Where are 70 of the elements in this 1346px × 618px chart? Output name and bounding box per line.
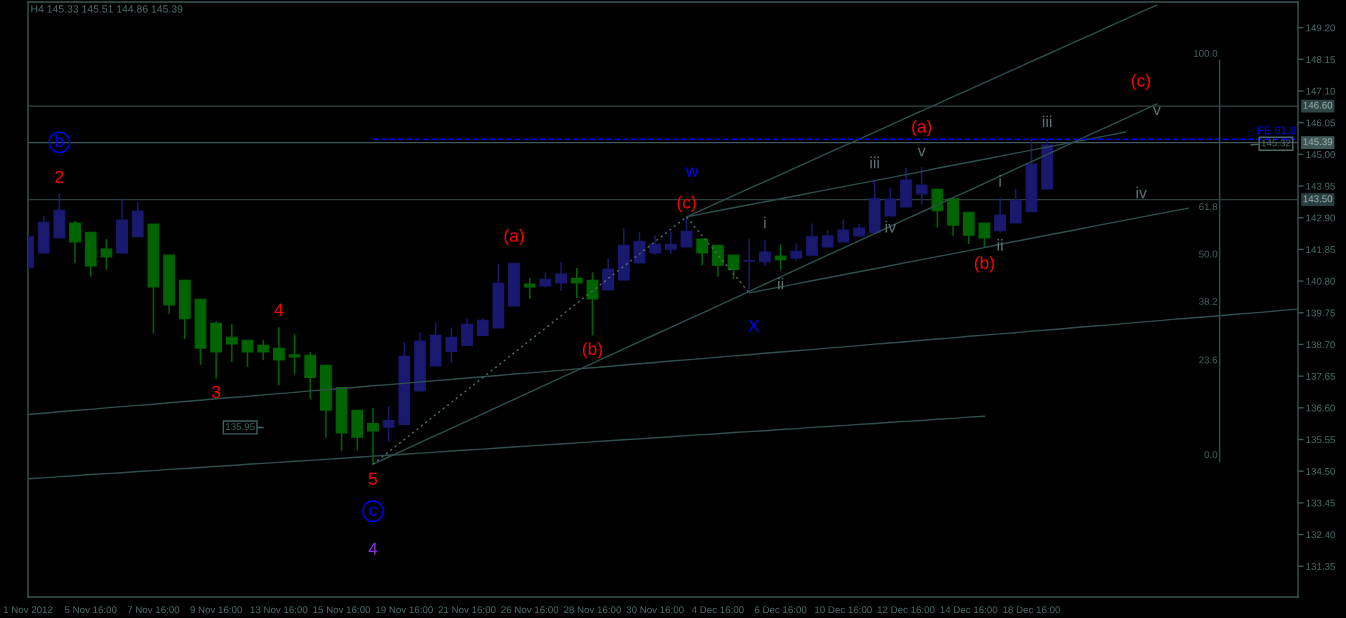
ref-line-label: 145.39 xyxy=(1303,138,1333,146)
ref-line-label: 143.50 xyxy=(1303,195,1333,203)
annotation: w xyxy=(685,167,699,177)
x-tick-label: 15 Nov 16:00 xyxy=(313,606,371,614)
annotation: iii xyxy=(1042,115,1052,128)
annotation: iv xyxy=(1136,186,1147,199)
x-tick-label: 5 Nov 16:00 xyxy=(64,606,117,614)
annotation: 4 xyxy=(368,542,378,555)
y-tick-label: 143.95 xyxy=(1306,182,1335,190)
annotation: (a) xyxy=(912,119,932,137)
annotation: 50.0 xyxy=(1199,250,1218,258)
annotation: 61.8 xyxy=(1199,203,1218,211)
annotation: (b) xyxy=(974,256,994,273)
annotation: 100.0 xyxy=(1194,49,1218,57)
annotation: 135.95 xyxy=(226,423,255,431)
x-tick-label: 7 Nov 16:00 xyxy=(127,606,180,614)
y-tick-label: 148.15 xyxy=(1306,56,1335,63)
annotation: 5 xyxy=(368,472,378,485)
annotation: 4 xyxy=(274,303,284,316)
chart-title: H4 145.33 145.51 144.86 145.39 xyxy=(31,5,183,13)
y-tick-label: 140.80 xyxy=(1306,277,1335,285)
y-tick-label: 139.75 xyxy=(1306,309,1335,317)
annotation: 23.6 xyxy=(1199,356,1218,364)
annotation: (c) xyxy=(1131,73,1150,91)
x-tick-label: 13 Nov 16:00 xyxy=(250,606,308,614)
annotation: v xyxy=(917,147,926,157)
y-tick-label: 146.05 xyxy=(1306,119,1335,127)
annotation: (b) xyxy=(582,342,602,359)
x-tick-label: 1 Nov 2012 xyxy=(3,606,53,614)
annotation: X xyxy=(748,319,760,332)
x-tick-label: 12 Dec 16:00 xyxy=(877,606,935,614)
y-tick-label: 132.40 xyxy=(1306,531,1335,539)
x-tick-label: 19 Nov 16:00 xyxy=(376,606,433,614)
annotation: (c) xyxy=(677,195,696,212)
annotation: ii xyxy=(778,277,784,290)
y-tick-label: 131.35 xyxy=(1306,562,1335,570)
x-tick-label: 14 Dec 16:00 xyxy=(940,606,998,614)
annotation: iii xyxy=(870,156,879,169)
annotation: 2 xyxy=(55,170,64,183)
annotation: (a) xyxy=(504,229,524,246)
x-tick-label: 9 Nov 16:00 xyxy=(190,606,242,614)
ref-line-label: 146.60 xyxy=(1303,101,1333,109)
x-tick-label: 18 Dec 16:00 xyxy=(1003,606,1060,614)
x-tick-label: 28 Nov 16:00 xyxy=(564,606,621,614)
annotation: i xyxy=(999,175,1001,187)
y-tick-label: 138.70 xyxy=(1306,341,1335,349)
x-tick-label: 6 Dec 16:00 xyxy=(754,606,807,614)
y-tick-label: 145.00 xyxy=(1306,151,1335,158)
y-tick-label: 149.20 xyxy=(1306,24,1335,32)
x-tick-label: 30 Nov 16:00 xyxy=(626,606,684,614)
annotation: 3 xyxy=(211,385,221,399)
y-tick-label: 141.85 xyxy=(1306,246,1335,254)
y-tick-label: 135.55 xyxy=(1306,436,1335,444)
y-tick-label: 147.10 xyxy=(1306,87,1335,95)
x-tick-label: 26 Nov 16:00 xyxy=(501,606,559,614)
annotation: FE 61.8 xyxy=(1258,126,1296,135)
annotation: 38.2 xyxy=(1199,297,1218,305)
annotation: b xyxy=(55,134,64,147)
y-tick-label: 133.45 xyxy=(1306,499,1335,507)
y-tick-label: 136.60 xyxy=(1306,404,1335,412)
y-tick-label: 137.65 xyxy=(1306,372,1335,380)
x-tick-label: 10 Dec 16:00 xyxy=(815,606,872,614)
x-tick-label: 4 Dec 16:00 xyxy=(691,606,744,614)
x-tick-label: 21 Nov 16:00 xyxy=(438,606,496,614)
annotation: 0.0 xyxy=(1204,451,1218,459)
annotation: i xyxy=(764,216,766,229)
annotation: v xyxy=(1152,106,1161,116)
y-tick-label: 142.90 xyxy=(1306,214,1335,222)
annotation: c xyxy=(369,506,377,516)
y-tick-label: 134.50 xyxy=(1306,467,1335,475)
